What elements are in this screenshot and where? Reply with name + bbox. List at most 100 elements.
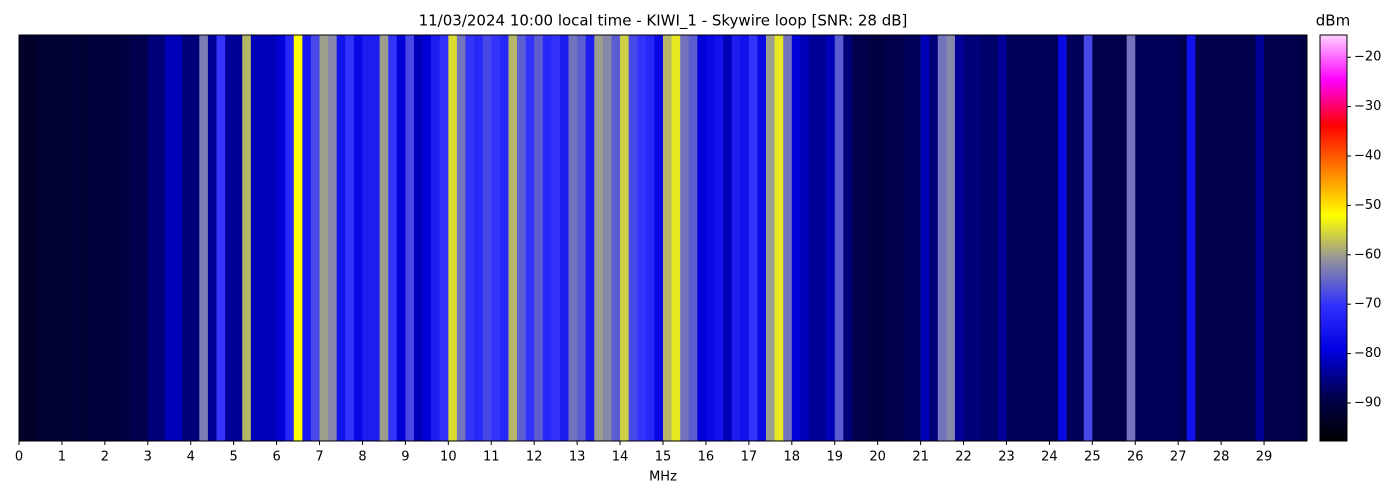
heat-cell (551, 35, 561, 441)
heat-cell (860, 35, 870, 441)
heat-cell (894, 35, 904, 441)
heat-cell (594, 35, 604, 441)
heat-cell (465, 35, 475, 441)
heat-cell (122, 35, 131, 441)
heat-cell (766, 35, 775, 441)
heat-cell (61, 35, 71, 441)
heat-cell (774, 35, 784, 441)
colorbar-tick-label: −80 (1354, 346, 1381, 361)
heat-cell (1032, 35, 1042, 441)
x-tick-label: 8 (358, 450, 366, 465)
colorbar-tick-label: −20 (1354, 50, 1381, 65)
heat-cell (396, 35, 406, 441)
heat-cell (139, 35, 149, 441)
heat-cell (259, 35, 269, 441)
heat-cell (508, 35, 518, 441)
heat-cell (293, 35, 303, 441)
heat-cell (851, 35, 861, 441)
heat-cell (1100, 35, 1110, 441)
heat-cell (577, 35, 587, 441)
heat-cell (903, 35, 913, 441)
heat-cell (491, 35, 501, 441)
heat-cell (1023, 35, 1033, 441)
heat-cell (1083, 35, 1093, 441)
heat-cell (190, 35, 200, 441)
heat-cell (44, 35, 54, 441)
heat-cell (336, 35, 346, 441)
heat-cell (654, 35, 664, 441)
heat-cell (1006, 35, 1016, 441)
x-tick-label: 5 (230, 450, 238, 465)
heat-cell (1015, 35, 1024, 441)
heat-cell (705, 35, 715, 441)
heat-cell (113, 35, 123, 441)
heat-cell (1186, 35, 1196, 441)
heat-cell (27, 35, 37, 441)
x-tick-label: 1 (58, 450, 66, 465)
heat-cell (345, 35, 355, 441)
heat-cell (525, 35, 535, 441)
colorbar-tick-label: −70 (1354, 297, 1381, 312)
colorbar-tick-label: −40 (1354, 149, 1381, 164)
heat-cell (723, 35, 732, 441)
heat-cell (1229, 35, 1239, 441)
heat-cell (130, 35, 140, 441)
heat-cell (1289, 35, 1299, 441)
heat-cell (70, 35, 80, 441)
heat-cell (680, 35, 690, 441)
heat-cell (79, 35, 88, 441)
colorbar-tick-label: −90 (1354, 395, 1381, 410)
x-tick-label: 29 (1256, 450, 1273, 465)
heat-cell (1195, 35, 1205, 441)
heat-cell (559, 35, 569, 441)
heat-cell (1118, 35, 1127, 441)
x-tick-label: 15 (655, 450, 672, 465)
heat-cell (268, 35, 277, 441)
heat-cell (920, 35, 930, 441)
heat-cell (250, 35, 260, 441)
x-tick-label: 6 (272, 450, 280, 465)
heat-cell (1298, 35, 1308, 441)
heat-cell (731, 35, 741, 441)
x-tick-label: 22 (955, 450, 972, 465)
colorbar-tick-label: −50 (1354, 198, 1381, 213)
heat-cell (714, 35, 724, 441)
heat-cell (96, 35, 106, 441)
x-tick-label: 9 (401, 450, 409, 465)
heat-cell (319, 35, 329, 441)
heat-cell (182, 35, 192, 441)
heat-cell (328, 35, 338, 441)
heat-cell (620, 35, 629, 441)
x-tick-label: 27 (1170, 450, 1187, 465)
heat-cell (663, 35, 672, 441)
heat-cell (877, 35, 887, 441)
x-tick-label: 16 (698, 450, 715, 465)
heat-cell (997, 35, 1007, 441)
heat-cell (585, 35, 595, 441)
heat-cell (757, 35, 767, 441)
heat-cell (1255, 35, 1265, 441)
heat-cell (310, 35, 320, 441)
heat-cell (439, 35, 449, 441)
heat-cell (611, 35, 621, 441)
heat-cell (173, 35, 183, 441)
x-tick-label: 0 (15, 450, 23, 465)
heat-cell (362, 35, 372, 441)
x-tick-label: 2 (101, 450, 109, 465)
heat-cell (431, 35, 441, 441)
heat-cell (216, 35, 226, 441)
heat-cell (1212, 35, 1222, 441)
heat-cell (748, 35, 758, 441)
heat-cell (1169, 35, 1179, 441)
x-axis-label: MHz (649, 470, 677, 485)
x-tick-label: 7 (315, 450, 323, 465)
heat-cell (912, 35, 921, 441)
heat-cell (388, 35, 398, 441)
heat-cell (499, 35, 509, 441)
heat-cell (207, 35, 217, 441)
heat-cell (628, 35, 638, 441)
colorbar-tick-label: −60 (1354, 247, 1381, 262)
heat-cell (199, 35, 209, 441)
heat-cell (147, 35, 157, 441)
heat-cell (1152, 35, 1162, 441)
